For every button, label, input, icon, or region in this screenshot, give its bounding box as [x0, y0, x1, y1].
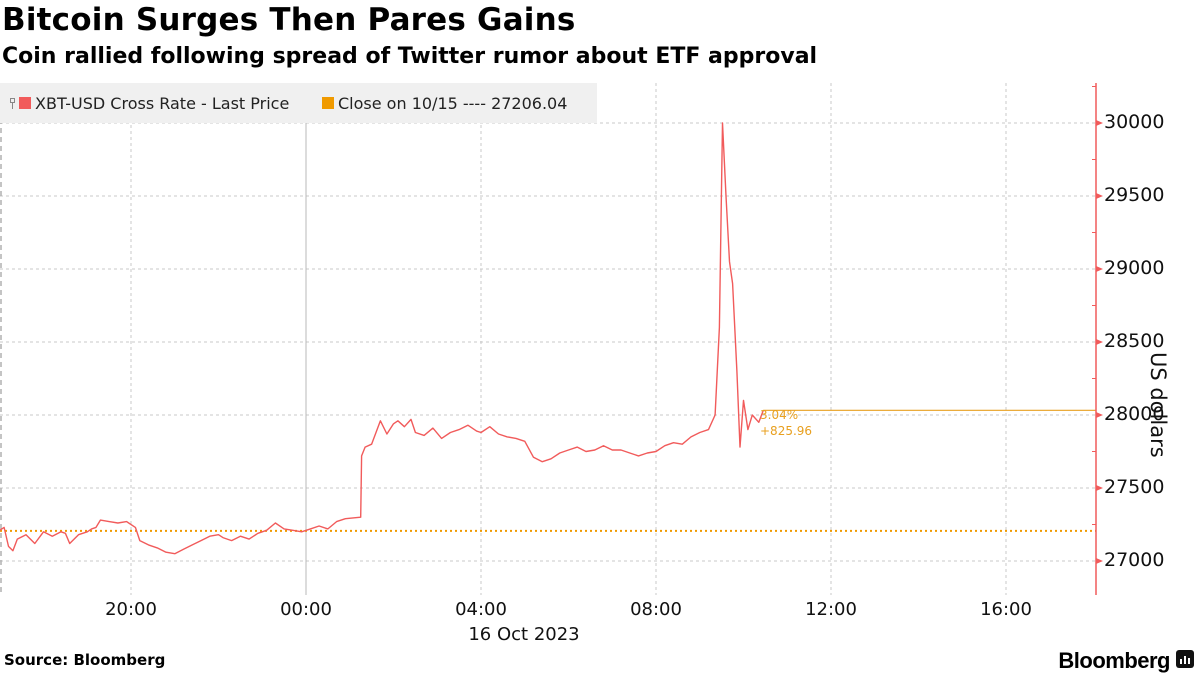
- y-tick-label: 30000: [1104, 111, 1165, 133]
- legend-item-close[interactable]: Close on 10/15 ---- 27206.04: [322, 83, 567, 123]
- x-tick-label: 16:00: [980, 599, 1032, 620]
- legend: XBT-USD Cross Rate - Last Price Close on…: [0, 83, 597, 123]
- close-swatch: [322, 97, 334, 109]
- bloomberg-logo: Bloomberg: [1058, 648, 1170, 673]
- gridlines: [0, 83, 1096, 595]
- y-tick-label: 27000: [1104, 549, 1165, 571]
- pct-change-annotation: 3.04%: [760, 408, 799, 422]
- x-axis-date-label: 16 Oct 2023: [468, 624, 580, 645]
- x-tick-label: 12:00: [805, 599, 857, 620]
- source-note: Source: Bloomberg: [4, 651, 166, 669]
- y-tick-label: 29000: [1104, 257, 1165, 279]
- abs-change-annotation: +825.96: [760, 424, 813, 438]
- y-tick-label: 28000: [1104, 403, 1165, 425]
- x-tick-label: 04:00: [455, 599, 507, 620]
- legend-close-label: Close on 10/15 ---- 27206.04: [338, 93, 568, 113]
- x-tick-label: 08:00: [630, 599, 682, 620]
- collapse-icon[interactable]: [10, 98, 16, 109]
- y-tick-label: 27500: [1104, 476, 1165, 498]
- legend-item-series[interactable]: XBT-USD Cross Rate - Last Price: [10, 83, 289, 123]
- y-tick-label: 29500: [1104, 184, 1165, 206]
- y-axis-label: US dollars: [1146, 352, 1170, 458]
- chart-title: Bitcoin Surges Then Pares Gains: [2, 2, 576, 38]
- x-tick-label: 00:00: [280, 599, 332, 620]
- bloomberg-chart-icon: [1176, 650, 1194, 668]
- y-tick-label: 28500: [1104, 330, 1165, 352]
- chart-subtitle: Coin rallied following spread of Twitter…: [2, 44, 818, 69]
- price-line: [0, 122, 764, 555]
- x-tick-label: 20:00: [105, 599, 157, 620]
- legend-series-label: XBT-USD Cross Rate - Last Price: [35, 93, 290, 113]
- y-axis: [1092, 83, 1103, 595]
- series-swatch: [19, 97, 31, 109]
